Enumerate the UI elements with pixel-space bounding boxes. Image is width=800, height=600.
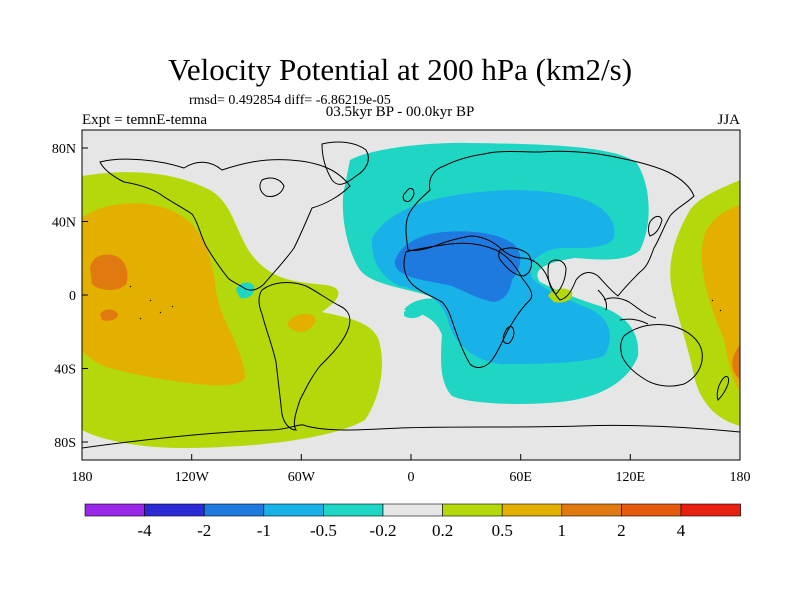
colorbar-label: -4 (138, 521, 153, 540)
coast-southeast-asia (597, 289, 657, 325)
map-title: Velocity Potential at 200 hPa (km2/s) (167, 52, 633, 87)
colorbar-box (680, 503, 741, 517)
colorbar-label: -0.5 (310, 521, 337, 540)
colorbar-label: -1 (257, 521, 271, 540)
colorbar-label: 0.5 (492, 521, 513, 540)
season-label: JJA (717, 112, 740, 128)
contour-fields (82, 142, 740, 448)
x-tick-label: 60W (288, 470, 316, 485)
contour-pacific-amber (82, 203, 245, 386)
experiment-label: Expt = temnE-temna (82, 112, 208, 128)
colorbar-box (561, 503, 622, 517)
colorbar-box (442, 503, 503, 517)
contour-pacific-orange-east (732, 345, 740, 380)
colorbar-box (84, 503, 145, 517)
x-tick-label: 60E (509, 470, 532, 485)
colorbar-box (203, 503, 265, 517)
contour-atlantic-teal (404, 307, 424, 319)
stats-label: rmsd= 0.492854 diff= -6.86219e-05 (189, 93, 391, 108)
coast-antarctica (82, 424, 740, 449)
colorbar-label: 4 (677, 521, 686, 540)
coast-north-america (99, 158, 351, 291)
contour-pacific-orange-small (100, 309, 118, 321)
colorbar-box (501, 503, 563, 517)
coast-south-america (258, 282, 351, 431)
colorbar-box (382, 503, 443, 517)
x-tick-label: 180 (730, 470, 751, 485)
colorbar-label: -0.2 (370, 521, 397, 540)
colorbar-label: -2 (197, 521, 211, 540)
y-axis-labels: 80N 40N 0 40S 80S (52, 142, 76, 451)
colorbar-box (621, 503, 682, 517)
contour-pacific-amber-east (701, 205, 740, 392)
period-label: 03.5kyr BP - 00.0kyr BP (325, 104, 475, 120)
colorbar-label: 0.2 (432, 521, 453, 540)
colorbar-box (263, 503, 324, 517)
x-tick-label: 180 (72, 470, 93, 485)
coast-africa (403, 242, 533, 368)
coast-australia (620, 323, 703, 387)
axis-ticks (81, 147, 741, 460)
colorbar-label: 2 (617, 521, 626, 540)
y-tick-label: 40N (52, 216, 76, 231)
coast-japan (648, 215, 663, 237)
coastlines (82, 141, 740, 449)
contour-south-america-amber (287, 314, 316, 332)
y-tick-label: 80S (54, 436, 76, 451)
colorbar: -4 -2 -1 -0.5 -0.2 0.2 0.5 1 2 4 (84, 503, 741, 540)
x-tick-label: 0 (408, 470, 415, 485)
colorbar-label: 1 (558, 521, 567, 540)
y-tick-label: 0 (69, 289, 76, 304)
x-tick-label: 120W (175, 470, 210, 485)
contour-pacific-orange-core (90, 254, 128, 290)
coast-india (547, 259, 567, 295)
y-tick-label: 40S (54, 363, 76, 378)
coast-hudson-bay (259, 177, 285, 197)
colorbar-box (323, 503, 384, 517)
x-axis-labels: 180 120W 60W 0 60E 120E 180 (72, 470, 751, 485)
y-tick-label: 80N (52, 142, 76, 157)
coast-uk (402, 187, 415, 203)
coast-greenland (321, 141, 369, 185)
coast-pacific-islands (129, 285, 722, 320)
coast-madagascar (502, 326, 515, 345)
coast-eurasia (405, 150, 695, 301)
coast-arabia (498, 247, 532, 277)
x-tick-label: 120E (616, 470, 646, 485)
colorbar-box (144, 503, 205, 517)
coast-new-zealand (716, 376, 729, 401)
